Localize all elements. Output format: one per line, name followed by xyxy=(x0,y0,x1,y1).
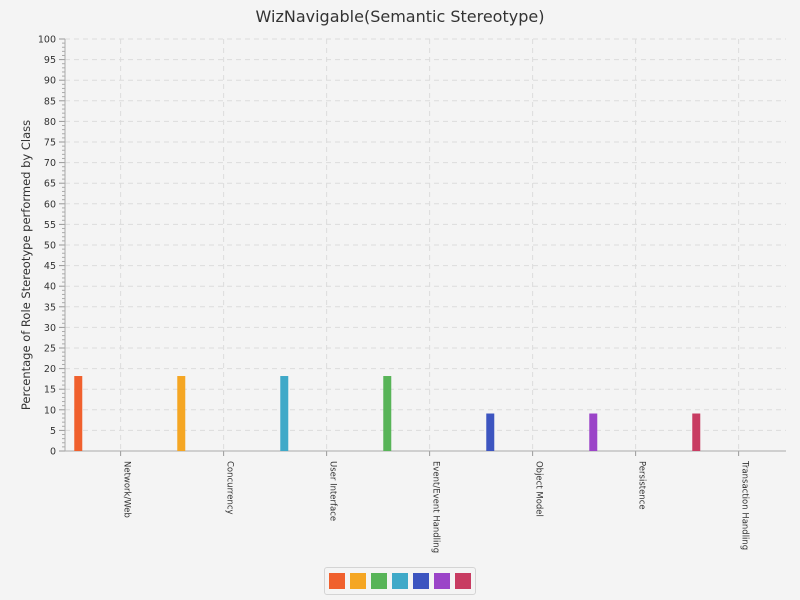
x-tick-label: Transaction Handling xyxy=(740,460,750,550)
x-tick-label: User Interface xyxy=(328,461,338,521)
y-tick-label: 20 xyxy=(44,364,56,375)
bar-1 xyxy=(74,376,83,451)
y-tick-label: 15 xyxy=(44,385,56,396)
bars xyxy=(74,376,701,451)
x-tick-label: Object Model xyxy=(534,461,544,517)
y-tick-label: 100 xyxy=(38,35,56,46)
y-tick-label: 45 xyxy=(44,261,56,272)
legend-swatch-2 xyxy=(350,573,366,589)
y-tick-label: 60 xyxy=(44,199,56,210)
y-tick-label: 40 xyxy=(44,282,56,293)
legend-swatch-7 xyxy=(455,573,471,589)
bar-4 xyxy=(383,376,392,451)
y-tick-label: 30 xyxy=(44,323,56,334)
y-tick-label: 85 xyxy=(44,96,56,107)
legend-swatch-3 xyxy=(371,573,387,589)
y-tick-label: 25 xyxy=(44,344,56,355)
grid-lines xyxy=(65,38,786,451)
y-tick-label: 75 xyxy=(44,138,56,149)
x-tick-label: Event/Event Handling xyxy=(431,461,441,553)
y-tick-label: 0 xyxy=(50,447,56,458)
legend-swatch-5 xyxy=(413,573,429,589)
legend-swatch-1 xyxy=(329,573,345,589)
x-tick-label: Concurrency xyxy=(225,461,235,515)
y-tick-label: 95 xyxy=(44,55,56,66)
bar-2 xyxy=(177,376,186,451)
x-tick-label: Network/Web xyxy=(122,461,132,518)
y-tick-label: 5 xyxy=(50,426,56,437)
y-tick-label: 50 xyxy=(44,241,56,252)
y-tick-label: 70 xyxy=(44,158,56,169)
y-tick-label: 65 xyxy=(44,179,56,190)
y-tick-label: 90 xyxy=(44,76,56,87)
y-tick-label: 55 xyxy=(44,220,56,231)
bar-3 xyxy=(280,376,289,451)
legend xyxy=(324,567,476,595)
bar-7 xyxy=(692,413,701,451)
legend-swatch-4 xyxy=(392,573,408,589)
axes xyxy=(59,38,786,456)
y-tick-label: 10 xyxy=(44,405,56,416)
legend-swatch-6 xyxy=(434,573,450,589)
y-tick-label: 35 xyxy=(44,302,56,313)
x-tick-label: Persistence xyxy=(637,461,647,510)
bar-6 xyxy=(589,413,598,451)
tick-labels: 0 5 10 15 20 25 30 35 40 45 50 55 60 65 70 75 80 85 90 95 10… xyxy=(38,35,750,554)
y-tick-label: 80 xyxy=(44,117,56,128)
chart-title: WizNavigable(Semantic Stereotype) xyxy=(255,7,545,26)
bar-5 xyxy=(486,413,495,451)
